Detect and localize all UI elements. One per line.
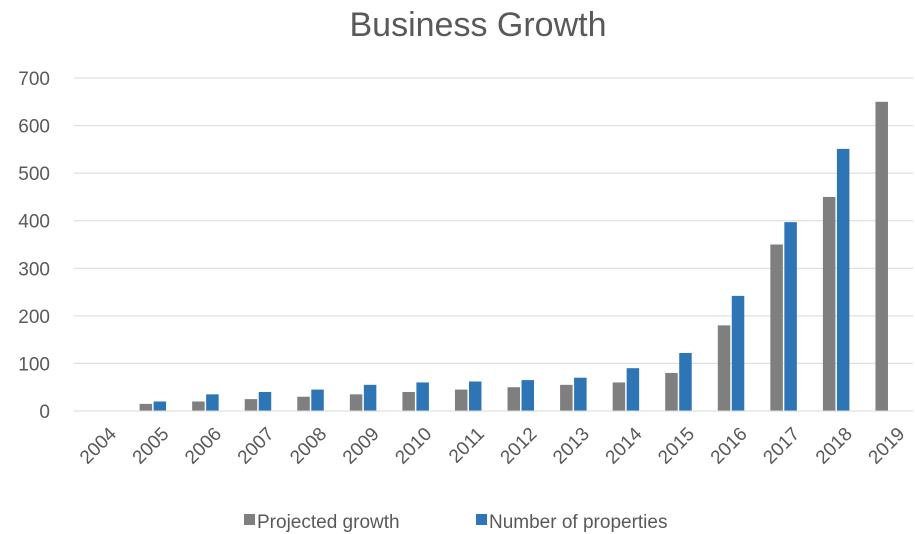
y-tick-label: 500 <box>18 164 50 185</box>
y-tick-label: 700 <box>18 69 50 90</box>
bar-number-of-properties-2011 <box>468 381 482 411</box>
y-tick-label: 300 <box>18 259 50 280</box>
legend-label: Projected growth <box>257 512 400 533</box>
x-tick-label: 2017 <box>759 424 804 469</box>
bar-projected-growth-2009 <box>349 394 363 411</box>
bar-number-of-properties-2008 <box>311 389 324 411</box>
x-tick-label: 2006 <box>181 424 226 469</box>
legend-label: Number of properties <box>489 512 667 533</box>
gridlines <box>74 77 913 364</box>
bar-projected-growth-2019 <box>875 101 888 412</box>
bar-number-of-properties-2013 <box>574 377 587 411</box>
x-tick-label: 2014 <box>602 423 647 468</box>
x-tick-label: 2007 <box>234 424 279 469</box>
bar-number-of-properties-2010 <box>416 382 429 411</box>
bar-projected-growth-2005 <box>139 403 153 411</box>
bar-number-of-properties-2015 <box>679 352 692 411</box>
x-tick-label: 2013 <box>549 424 594 469</box>
bar-projected-growth-2013 <box>560 384 573 411</box>
x-tick-label: 2008 <box>286 424 331 469</box>
bar-projected-growth-2016 <box>717 325 731 411</box>
x-tick-label: 2012 <box>497 424 542 469</box>
bar-number-of-properties-2012 <box>521 380 535 411</box>
x-axis-ticks: 2004 2005 2006 2007 2008 2009 2010 2011 2012 2013… <box>76 423 909 468</box>
x-tick-label: 2018 <box>812 424 857 469</box>
y-tick-label: 400 <box>18 212 50 233</box>
y-tick-label: 0 <box>39 402 50 423</box>
bar-projected-growth-2018 <box>822 196 836 411</box>
legend: Projected growth Number of properties <box>244 512 667 533</box>
x-tick-label: 2010 <box>391 424 436 469</box>
x-tick-label: 2015 <box>654 424 699 469</box>
y-tick-label: 100 <box>18 354 50 375</box>
chart-title: Business Growth <box>350 6 607 44</box>
bar-number-of-properties-2016 <box>731 295 745 411</box>
bar-number-of-properties-2009 <box>363 384 377 411</box>
bar-projected-growth-2015 <box>665 372 678 411</box>
bar-projected-growth-2010 <box>402 391 415 411</box>
bar-number-of-properties-2006 <box>206 394 219 411</box>
x-tick-label: 2016 <box>707 424 752 469</box>
bar-projected-growth-2008 <box>297 396 310 411</box>
x-tick-label: 2004 <box>76 423 121 468</box>
x-tick-label: 2009 <box>339 424 384 469</box>
x-tick-label: 2019 <box>865 424 910 469</box>
y-axis-ticks: 0 100 200 300 400 500 600 700 <box>18 69 50 423</box>
bar-number-of-properties-2014 <box>626 368 640 411</box>
x-tick-label: 2011 <box>445 424 489 468</box>
legend-swatch <box>244 514 255 525</box>
bar-number-of-properties-2017 <box>784 222 797 411</box>
y-tick-label: 600 <box>18 117 50 138</box>
bars <box>139 101 888 412</box>
bar-projected-growth-2012 <box>507 387 521 411</box>
x-tick-label: 2005 <box>129 424 174 469</box>
y-tick-label: 200 <box>18 307 50 328</box>
legend-swatch <box>476 514 487 525</box>
bar-projected-growth-2017 <box>770 244 783 411</box>
bar-number-of-properties-2018 <box>836 148 850 412</box>
bar-number-of-properties-2005 <box>153 401 167 411</box>
bar-projected-growth-2006 <box>192 401 205 411</box>
bar-number-of-properties-2007 <box>258 391 272 411</box>
bar-projected-growth-2007 <box>244 399 258 411</box>
bar-projected-growth-2014 <box>612 382 626 411</box>
bar-projected-growth-2011 <box>454 389 468 411</box>
